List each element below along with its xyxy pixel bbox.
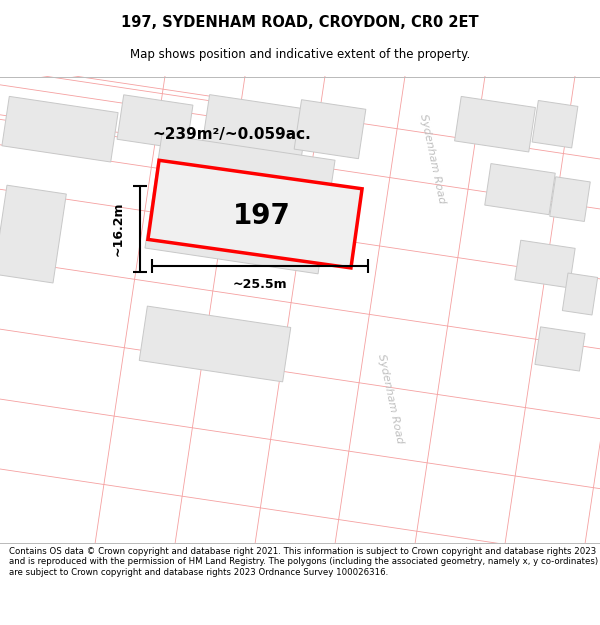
Polygon shape: [268, 76, 390, 544]
Text: ~239m²/~0.059ac.: ~239m²/~0.059ac.: [152, 127, 311, 142]
Text: ~25.5m: ~25.5m: [233, 278, 287, 291]
Polygon shape: [550, 177, 590, 221]
Text: 197, SYDENHAM ROAD, CROYDON, CR0 2ET: 197, SYDENHAM ROAD, CROYDON, CR0 2ET: [121, 16, 479, 31]
Polygon shape: [0, 185, 67, 283]
Polygon shape: [2, 96, 118, 162]
Polygon shape: [535, 327, 585, 371]
Polygon shape: [148, 160, 362, 268]
Polygon shape: [139, 306, 291, 382]
Text: Sydenham Road: Sydenham Road: [418, 113, 446, 205]
Polygon shape: [294, 100, 366, 159]
Text: 197: 197: [233, 202, 291, 230]
Polygon shape: [318, 76, 445, 544]
Polygon shape: [515, 240, 575, 288]
Text: Contains OS data © Crown copyright and database right 2021. This information is : Contains OS data © Crown copyright and d…: [9, 547, 598, 577]
Text: ~16.2m: ~16.2m: [112, 202, 125, 256]
Text: Map shows position and indicative extent of the property.: Map shows position and indicative extent…: [130, 48, 470, 61]
Text: Sydenham Road: Sydenham Road: [376, 353, 404, 445]
Polygon shape: [562, 273, 598, 315]
Polygon shape: [145, 134, 335, 274]
Polygon shape: [485, 164, 555, 214]
Polygon shape: [202, 94, 308, 164]
Polygon shape: [117, 95, 193, 149]
Polygon shape: [532, 101, 578, 148]
Polygon shape: [455, 96, 535, 152]
